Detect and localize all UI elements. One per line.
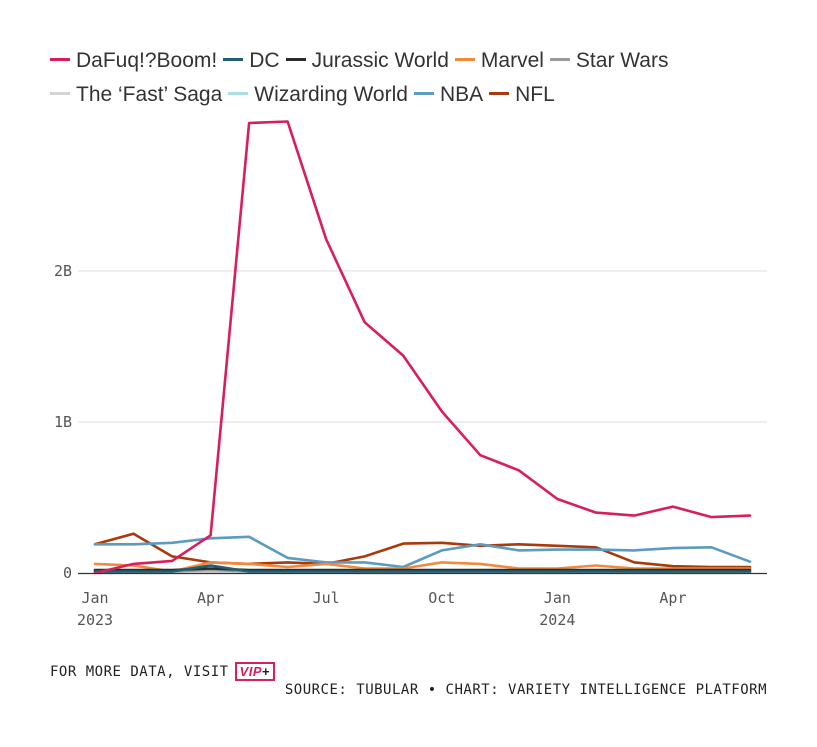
legend-label: The ‘Fast’ Saga (76, 83, 223, 106)
legend-swatch (50, 57, 70, 61)
legend-label: Wizarding World (254, 83, 408, 106)
legend-item-marvel: Marvel (454, 44, 544, 78)
legend-item-nba: NBA (413, 78, 484, 112)
legend-item-wizarding-world: Wizarding World (228, 78, 408, 112)
legend-swatch (285, 57, 306, 61)
y-tick-label: 2B (54, 262, 72, 280)
legend-item-star-wars: Star Wars (549, 44, 669, 78)
legend-swatch (489, 91, 510, 95)
legend-label: NFL (515, 83, 555, 106)
legend-label: Marvel (480, 49, 544, 72)
legend-item-the-fast-saga: The ‘Fast’ Saga (50, 78, 222, 112)
x-tick-label: Apr (659, 589, 686, 607)
legend-swatch (549, 57, 570, 61)
legend-swatch (454, 57, 475, 61)
x-tick-year-label: 2024 (539, 611, 575, 629)
legend-swatch (228, 91, 249, 95)
series-line-nba (93, 535, 752, 569)
legend-swatch (223, 57, 244, 61)
series-line-nfl (93, 532, 752, 569)
y-axis-labels: 0 1B 2B (54, 262, 72, 582)
legend-label: NBA (439, 83, 484, 106)
vip-badge-label: VIP (239, 664, 263, 679)
series-line-dc (93, 564, 752, 573)
x-tick-label: Jan (81, 589, 108, 607)
vip-badge-link[interactable]: VIP+ (234, 662, 276, 681)
legend-label: DC (249, 49, 280, 72)
x-tick-label: Apr (197, 589, 224, 607)
legend-item-dc: DC (223, 44, 280, 78)
x-tick-label: Jan (544, 589, 571, 607)
series-line-jurassic-world (93, 567, 752, 572)
series-lines (93, 120, 752, 575)
vip-plus-icon: + (262, 664, 271, 679)
legend-swatch (50, 91, 70, 95)
chart-legend: DaFuq!?Boom! DC Jurassic World Marvel Star W… (50, 44, 750, 112)
x-tick-year-label: 2023 (77, 611, 113, 629)
legend-label: Star Wars (575, 49, 669, 72)
legend-item-dafuq-boom: DaFuq!?Boom! (50, 44, 217, 78)
grid-lines (78, 270, 767, 423)
series-line-dafuq-boom (93, 120, 752, 575)
legend-swatch (413, 91, 434, 95)
legend-label: DaFuq!?Boom! (76, 49, 218, 72)
series-line-marvel (93, 561, 752, 573)
x-tick-label: Jul (313, 589, 340, 607)
y-tick-label: 0 (63, 564, 72, 582)
more-data-note: FOR MORE DATA, VISIT VIP+ (50, 662, 276, 681)
x-tick-label: Oct (428, 589, 455, 607)
legend-label: Jurassic World (311, 49, 449, 72)
legend-item-nfl: NFL (489, 78, 555, 112)
y-tick-label: 1B (54, 413, 72, 431)
legend-item-jurassic-world: Jurassic World (285, 44, 449, 78)
source-credit: SOURCE: TUBULAR • CHART: VARIETY INTELLI… (284, 682, 767, 698)
x-axis-labels: Jan 2023 Apr Jul Oct Jan 2024 Apr (77, 589, 687, 629)
more-data-text: FOR MORE DATA, VISIT (50, 664, 229, 680)
